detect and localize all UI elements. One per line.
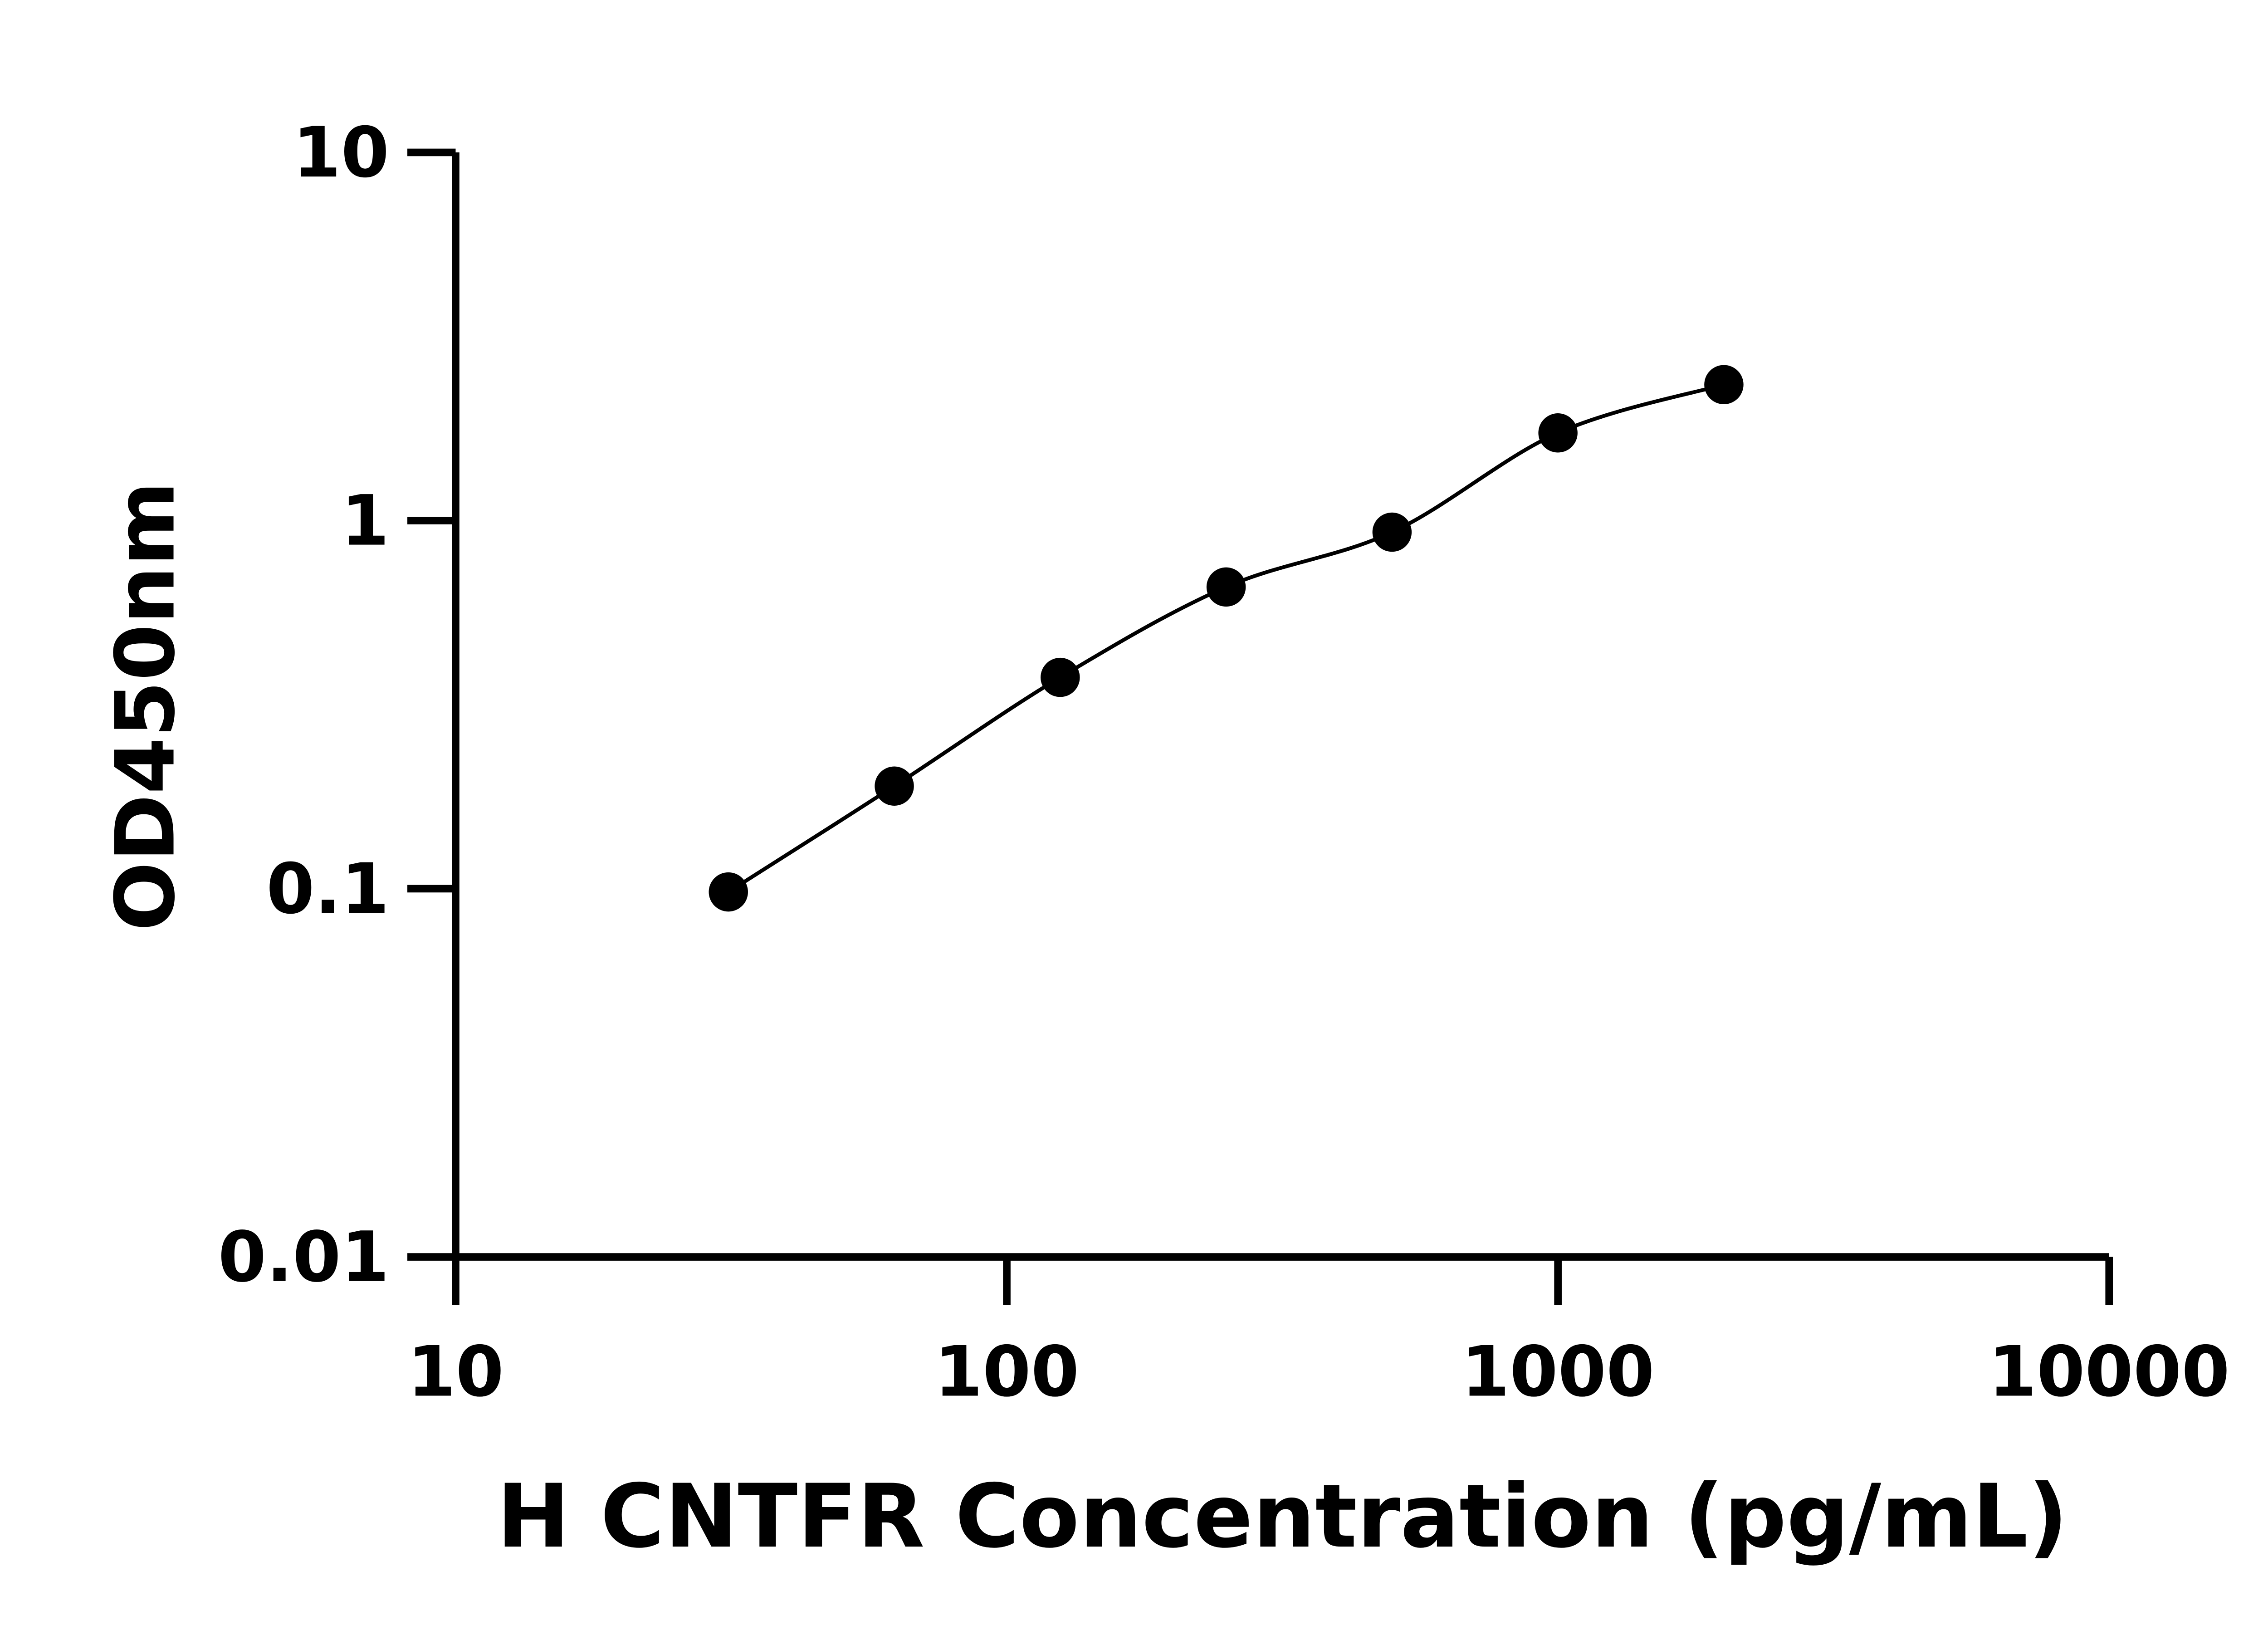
x-tick-label: 1000: [1461, 1331, 1655, 1412]
data-point: [709, 872, 748, 912]
data-point: [1041, 657, 1080, 697]
x-tick-label: 100: [934, 1331, 1079, 1412]
x-tick-label: 10: [407, 1331, 504, 1412]
x-axis-title: H CNTFR Concentration (pg/mL): [497, 1466, 2068, 1567]
data-point: [1704, 365, 1744, 405]
data-point: [1538, 413, 1578, 453]
fit-curve: [727, 382, 1725, 894]
y-tick-label: 1: [341, 481, 389, 562]
data-point: [1206, 567, 1246, 607]
data-point: [1372, 512, 1412, 552]
y-tick-label: 0.01: [218, 1217, 389, 1298]
y-tick-label: 10: [293, 113, 389, 193]
x-tick-label: 10000: [1989, 1331, 2230, 1412]
data-point: [875, 766, 914, 806]
y-tick-label: 0.1: [266, 849, 389, 930]
y-axis-title: OD450nm: [98, 481, 193, 931]
